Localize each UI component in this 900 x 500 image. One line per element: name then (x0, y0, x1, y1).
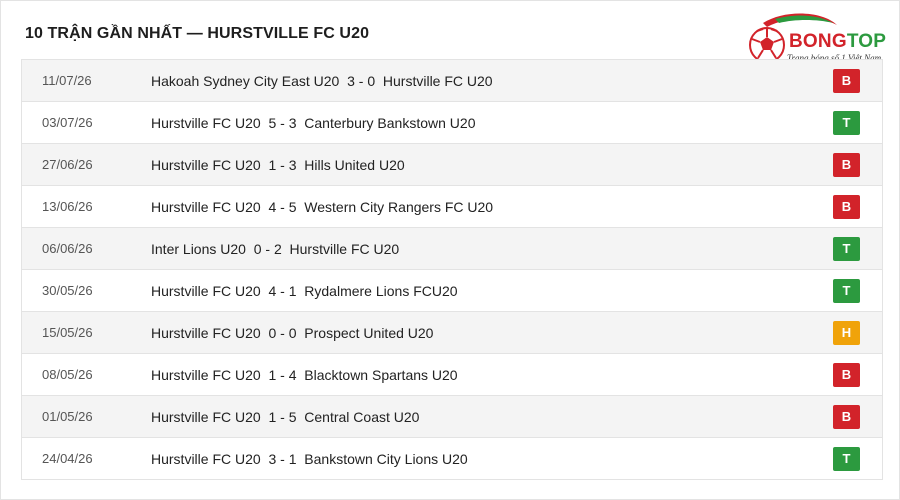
away-team: Western City Rangers FC U20 (304, 199, 494, 215)
match-fixture[interactable]: Hurstville FC U20 1 - 4 Blacktown Sparta… (151, 354, 458, 396)
result-badge: B (833, 363, 860, 387)
away-team: Hurstville FC U20 (289, 241, 400, 257)
match-score: 0 - 0 (268, 325, 297, 341)
home-team: Hurstville FC U20 (151, 283, 261, 299)
match-row[interactable]: 03/07/26 Hurstville FC U20 5 - 3 Canterbu… (22, 102, 882, 144)
match-date: 27/06/26 (42, 157, 93, 172)
match-date: 03/07/26 (42, 115, 93, 130)
result-badge: T (833, 279, 860, 303)
away-team: Blacktown Spartans U20 (304, 367, 458, 383)
match-list: 11/07/26 Hakoah Sydney City East U20 3 - … (21, 59, 883, 480)
result-badge: B (833, 195, 860, 219)
match-fixture[interactable]: Hurstville FC U20 4 - 5 Western City Ran… (151, 186, 493, 228)
match-score: 1 - 5 (268, 409, 297, 425)
match-fixture[interactable]: Hurstville FC U20 1 - 5 Central Coast U2… (151, 396, 419, 438)
home-team: Hurstville FC U20 (151, 157, 261, 173)
away-team: Canterbury Bankstown U20 (304, 115, 476, 131)
away-team: Prospect United U20 (304, 325, 434, 341)
result-badge: T (833, 447, 860, 471)
home-team: Hurstville FC U20 (151, 367, 261, 383)
result-badge: H (833, 321, 860, 345)
match-score: 3 - 1 (268, 451, 297, 467)
match-row[interactable]: 15/05/26 Hurstville FC U20 0 - 0 Prospect… (22, 312, 882, 354)
away-team: Central Coast U20 (304, 409, 420, 425)
home-team: Hurstville FC U20 (151, 409, 261, 425)
match-score: 5 - 3 (268, 115, 297, 131)
match-row[interactable]: 30/05/26 Hurstville FC U20 4 - 1 Rydalmer… (22, 270, 882, 312)
match-row[interactable]: 27/06/26 Hurstville FC U20 1 - 3 Hills Un… (22, 144, 882, 186)
match-score: 1 - 3 (268, 157, 297, 173)
home-team: Hurstville FC U20 (151, 199, 261, 215)
match-row[interactable]: 13/06/26 Hurstville FC U20 4 - 5 Western … (22, 186, 882, 228)
match-row[interactable]: 01/05/26 Hurstville FC U20 1 - 5 Central … (22, 396, 882, 438)
match-fixture[interactable]: Hurstville FC U20 5 - 3 Canterbury Banks… (151, 102, 475, 144)
match-date: 24/04/26 (42, 451, 93, 466)
match-fixture[interactable]: Hurstville FC U20 0 - 0 Prospect United … (151, 312, 433, 354)
match-fixture[interactable]: Hurstville FC U20 3 - 1 Bankstown City L… (151, 438, 468, 480)
match-row[interactable]: 24/04/26 Hurstville FC U20 3 - 1 Bankstow… (22, 438, 882, 480)
match-row[interactable]: 06/06/26 Inter Lions U20 0 - 2 Hurstville… (22, 228, 882, 270)
match-fixture[interactable]: Hakoah Sydney City East U20 3 - 0 Hurstv… (151, 60, 493, 102)
match-date: 08/05/26 (42, 367, 93, 382)
match-date: 15/05/26 (42, 325, 93, 340)
result-badge: T (833, 111, 860, 135)
match-score: 4 - 1 (268, 283, 297, 299)
result-badge: B (833, 405, 860, 429)
away-team: Hills United U20 (304, 157, 405, 173)
home-team: Hakoah Sydney City East U20 (151, 73, 340, 89)
match-score: 0 - 2 (253, 241, 282, 257)
match-score: 4 - 5 (268, 199, 297, 215)
match-date: 11/07/26 (42, 73, 92, 88)
match-row[interactable]: 08/05/26 Hurstville FC U20 1 - 4 Blacktow… (22, 354, 882, 396)
result-badge: B (833, 69, 860, 93)
match-date: 06/06/26 (42, 241, 93, 256)
result-badge: B (833, 153, 860, 177)
away-team: Bankstown City Lions U20 (304, 451, 468, 467)
result-badge: T (833, 237, 860, 261)
away-team: Hurstville FC U20 (382, 73, 493, 89)
match-date: 13/06/26 (42, 199, 93, 214)
home-team: Hurstville FC U20 (151, 451, 261, 467)
bongtop-logo[interactable]: BONGTOP Trang bóng số 1 Việt Nam (745, 9, 895, 69)
match-date: 30/05/26 (42, 283, 93, 298)
match-fixture[interactable]: Hurstville FC U20 1 - 3 Hills United U20 (151, 144, 405, 186)
logo-tagline: Trang bóng số 1 Việt Nam (787, 53, 882, 63)
page-title: 10 TRẬN GẦN NHẤT — HURSTVILLE FC U20 (25, 25, 370, 42)
match-score: 1 - 4 (268, 367, 297, 383)
match-date: 01/05/26 (42, 409, 93, 424)
match-fixture[interactable]: Inter Lions U20 0 - 2 Hurstville FC U20 (151, 228, 399, 270)
logo-wordmark: BONGTOP (789, 31, 887, 52)
soccer-ball-icon (749, 13, 837, 63)
home-team: Inter Lions U20 (151, 241, 246, 257)
match-row[interactable]: 11/07/26 Hakoah Sydney City East U20 3 - … (22, 60, 882, 102)
match-fixture[interactable]: Hurstville FC U20 4 - 1 Rydalmere Lions … (151, 270, 458, 312)
home-team: Hurstville FC U20 (151, 115, 261, 131)
match-score: 3 - 0 (347, 73, 376, 89)
home-team: Hurstville FC U20 (151, 325, 261, 341)
away-team: Rydalmere Lions FCU20 (304, 283, 458, 299)
